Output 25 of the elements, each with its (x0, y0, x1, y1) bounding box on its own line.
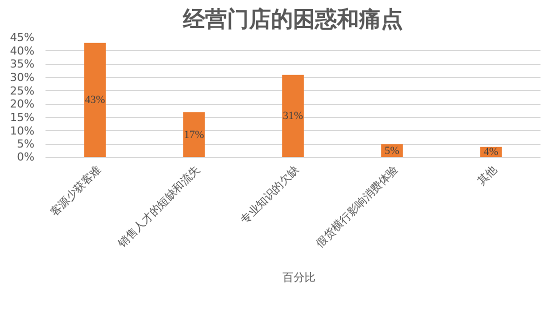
bar (282, 74, 304, 158)
x-tick-label: 销售人才的短缺和流失 (114, 162, 203, 251)
y-tick-label: 15% (10, 111, 35, 124)
y-tick-label: 0% (17, 150, 34, 164)
text: 17% (184, 128, 204, 141)
bar (183, 112, 205, 158)
y-tick-label: 30% (10, 71, 35, 84)
y-tick-label: 20% (10, 98, 35, 111)
x-tick-label: 专业知识的欠缺 (238, 162, 302, 227)
text: 31% (282, 110, 304, 122)
text: 43% (84, 94, 106, 106)
y-tick-label: 5% (17, 138, 34, 151)
x-tick-label: 假货横行影响消费体验 (314, 162, 401, 250)
x-tick-label: 客源少获客难 (48, 162, 104, 219)
text: 百分比 (282, 270, 316, 285)
chart-title: 经营门店的困惑和痛点 (182, 6, 403, 32)
bar (84, 42, 106, 158)
y-tick-label: 45% (10, 31, 35, 44)
text: 4% (484, 146, 498, 158)
y-tick-label: 35% (10, 58, 35, 71)
x-tick-label: 其他 (474, 162, 500, 188)
text: 5% (384, 144, 400, 157)
y-tick-label: 40% (10, 44, 35, 58)
y-tick-label: 25% (10, 84, 35, 98)
y-tick-label: 10% (10, 124, 35, 138)
